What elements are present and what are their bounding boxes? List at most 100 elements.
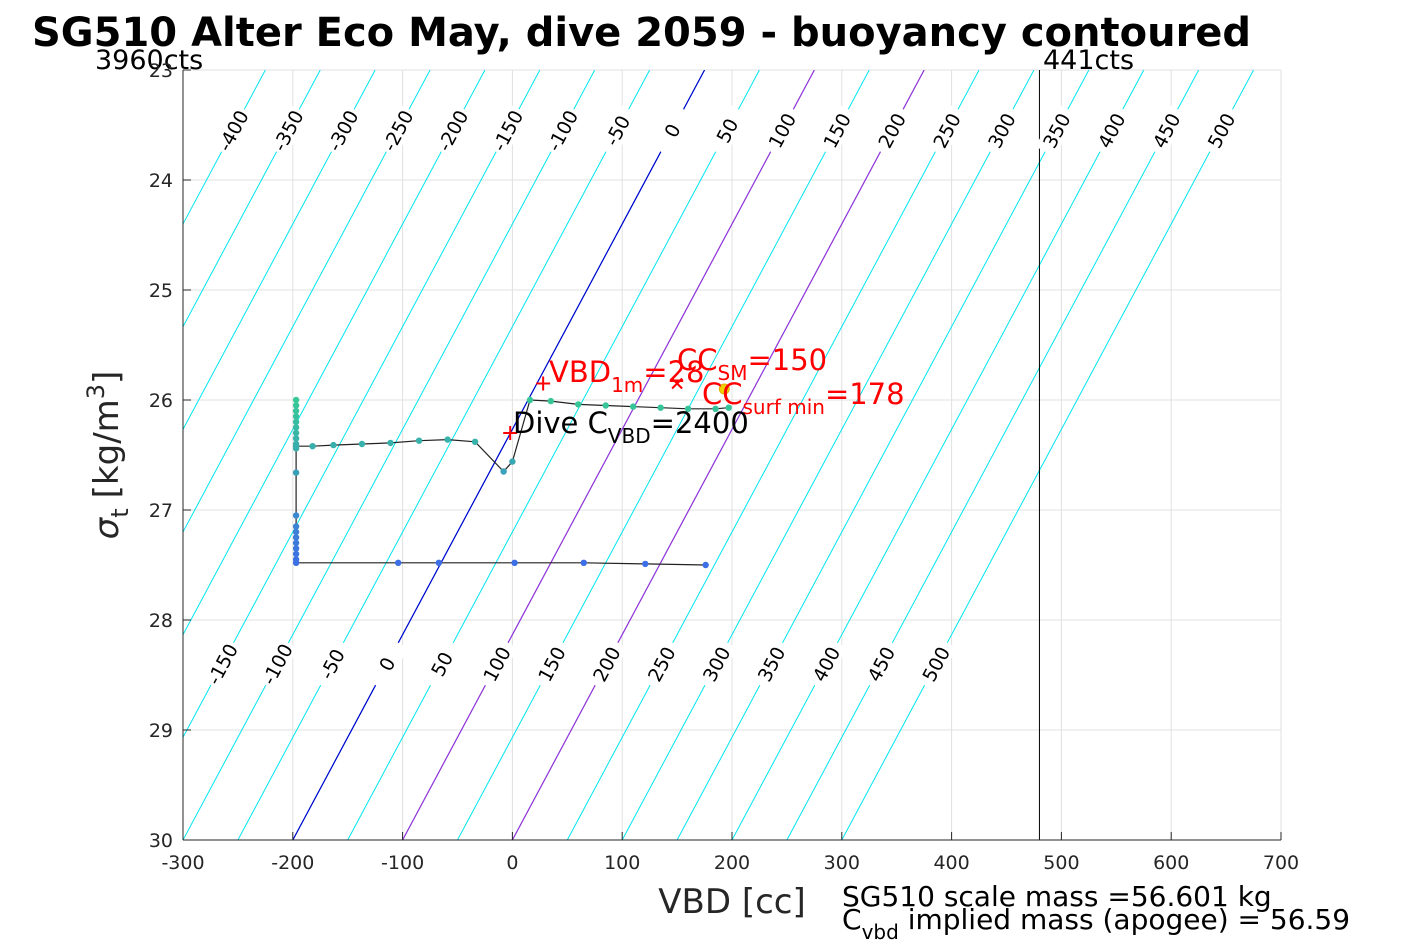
annotation-ccsurf: CCsurf min=178 (702, 377, 905, 419)
contour-label-bg (980, 104, 1023, 157)
contour-label-lower: 150 (530, 637, 573, 691)
data-point (292, 424, 300, 431)
data-point (395, 559, 402, 566)
svg-text:VBD1m=28: VBD1m=28 (549, 355, 705, 397)
contour-label-bg (695, 637, 738, 691)
x-tick-label: -100 (381, 852, 424, 874)
contour-label-bg (706, 104, 749, 157)
contour-label-bg (486, 104, 529, 157)
data-point (292, 402, 300, 409)
y-label-units-close: ] (87, 371, 127, 384)
x-axis-label: VBD [cc] (658, 882, 806, 922)
data-point (292, 556, 300, 563)
contour-line--400 (183, 70, 266, 226)
footer-implied-text: implied mass (apogee) = 56.59 (899, 903, 1350, 936)
svg-text:CCSM=150: CCSM=150 (677, 343, 827, 385)
contour-label-bg (365, 637, 408, 691)
contour-label-text: -250 (379, 107, 419, 155)
x-tick-label: 600 (1153, 852, 1189, 874)
contour-label-upper: -100 (541, 104, 584, 157)
data-point (526, 396, 534, 404)
contour-label-bg (1090, 104, 1133, 157)
data-point (575, 401, 582, 408)
contour-label-bg (750, 637, 793, 691)
footer-scale-mass: SG510 scale mass =56.601 kg (842, 880, 1272, 913)
y-label-sub: t (106, 508, 134, 517)
y-tick-label: 27 (149, 500, 173, 522)
contour-label-upper: 500 (1200, 104, 1243, 157)
contour-line--150 (183, 70, 541, 739)
contour-label-bg (475, 637, 518, 691)
contour-label-text: -200 (434, 107, 474, 155)
x-tick-label: 400 (933, 852, 969, 874)
contour-label-bg (1200, 104, 1243, 157)
data-point (511, 559, 518, 566)
contour-label-bg (914, 637, 957, 691)
data-point (471, 438, 479, 445)
data-point (292, 545, 300, 552)
contour-line-150 (457, 70, 870, 840)
contour-label-upper: 100 (760, 104, 804, 157)
data-point (580, 559, 587, 566)
data-point (500, 468, 507, 475)
contour-line--100 (183, 70, 596, 840)
data-point (292, 539, 300, 547)
chart-title: SG510 Alter Eco May, dive 2059 - buoyanc… (32, 10, 1251, 56)
annotation-ccsm: CCSM=150 (677, 343, 827, 385)
data-point (292, 413, 300, 420)
grid (182, 69, 1282, 841)
contour-label-text: -150 (489, 107, 529, 155)
reference-lines (292, 70, 1040, 840)
footer-implied-mass: Cvbd implied mass (apogee) = 56.59 (842, 903, 1350, 944)
data-point (725, 404, 732, 411)
x-tick-label: -300 (161, 852, 204, 874)
annotation-vbd1m: VBD1m=28 (549, 355, 705, 397)
contour-label-lower: 450 (859, 637, 903, 691)
y-tick-label: 25 (149, 280, 173, 302)
data-point (292, 418, 300, 426)
ccsurf-value: =178 (825, 377, 905, 411)
contour-label-bg (321, 104, 364, 157)
contour-label-upper: 400 (1090, 104, 1133, 157)
contour-label-bg (651, 104, 694, 157)
data-point (292, 396, 300, 404)
data-point (292, 469, 300, 476)
contour-label-upper: 50 (706, 104, 749, 157)
contour-line--350 (183, 70, 321, 328)
contour-label-upper: 0 (651, 104, 694, 157)
contour-line--300 (183, 70, 376, 431)
contour-label-text: -150 (203, 640, 243, 688)
contour-label-bg (530, 637, 573, 691)
data-point (387, 439, 394, 447)
svg-text:CCsurf min=178: CCsurf min=178 (702, 377, 905, 419)
contour-label-bg (376, 104, 419, 157)
x-tick-label: 100 (604, 852, 640, 874)
marker-plus (503, 426, 518, 440)
data-point (415, 437, 423, 444)
contour-label-bg (420, 637, 463, 691)
contour-label-upper: 200 (870, 104, 913, 157)
x-tick-label: 700 (1263, 852, 1299, 874)
data-point (309, 443, 316, 450)
contour-label-upper: -350 (266, 104, 309, 157)
contour-label-upper: -150 (486, 104, 529, 157)
data-point (712, 405, 719, 412)
svg-text:Dive CVBD=2400: Dive CVBD=2400 (513, 406, 749, 448)
contour-label-bg (1035, 104, 1078, 157)
contour-line-300 (621, 70, 1035, 840)
data-point (642, 560, 649, 568)
contour-line-250 (566, 70, 980, 840)
dive-main: Dive C (513, 406, 608, 440)
contour-label-bg (805, 637, 848, 691)
x-tick-label: 200 (714, 852, 750, 874)
x-tick-label: -200 (271, 852, 314, 874)
contour-label-bg (585, 637, 628, 691)
contour-label-upper: 150 (815, 104, 858, 157)
contour-label-upper: -50 (596, 104, 639, 157)
contour-label-text: -300 (324, 107, 364, 155)
contour-label-upper: 350 (1035, 104, 1078, 157)
annotation-dive-cvbd: Dive CVBD=2400 (513, 406, 749, 448)
marker-x (671, 377, 683, 390)
data-point (435, 559, 443, 566)
